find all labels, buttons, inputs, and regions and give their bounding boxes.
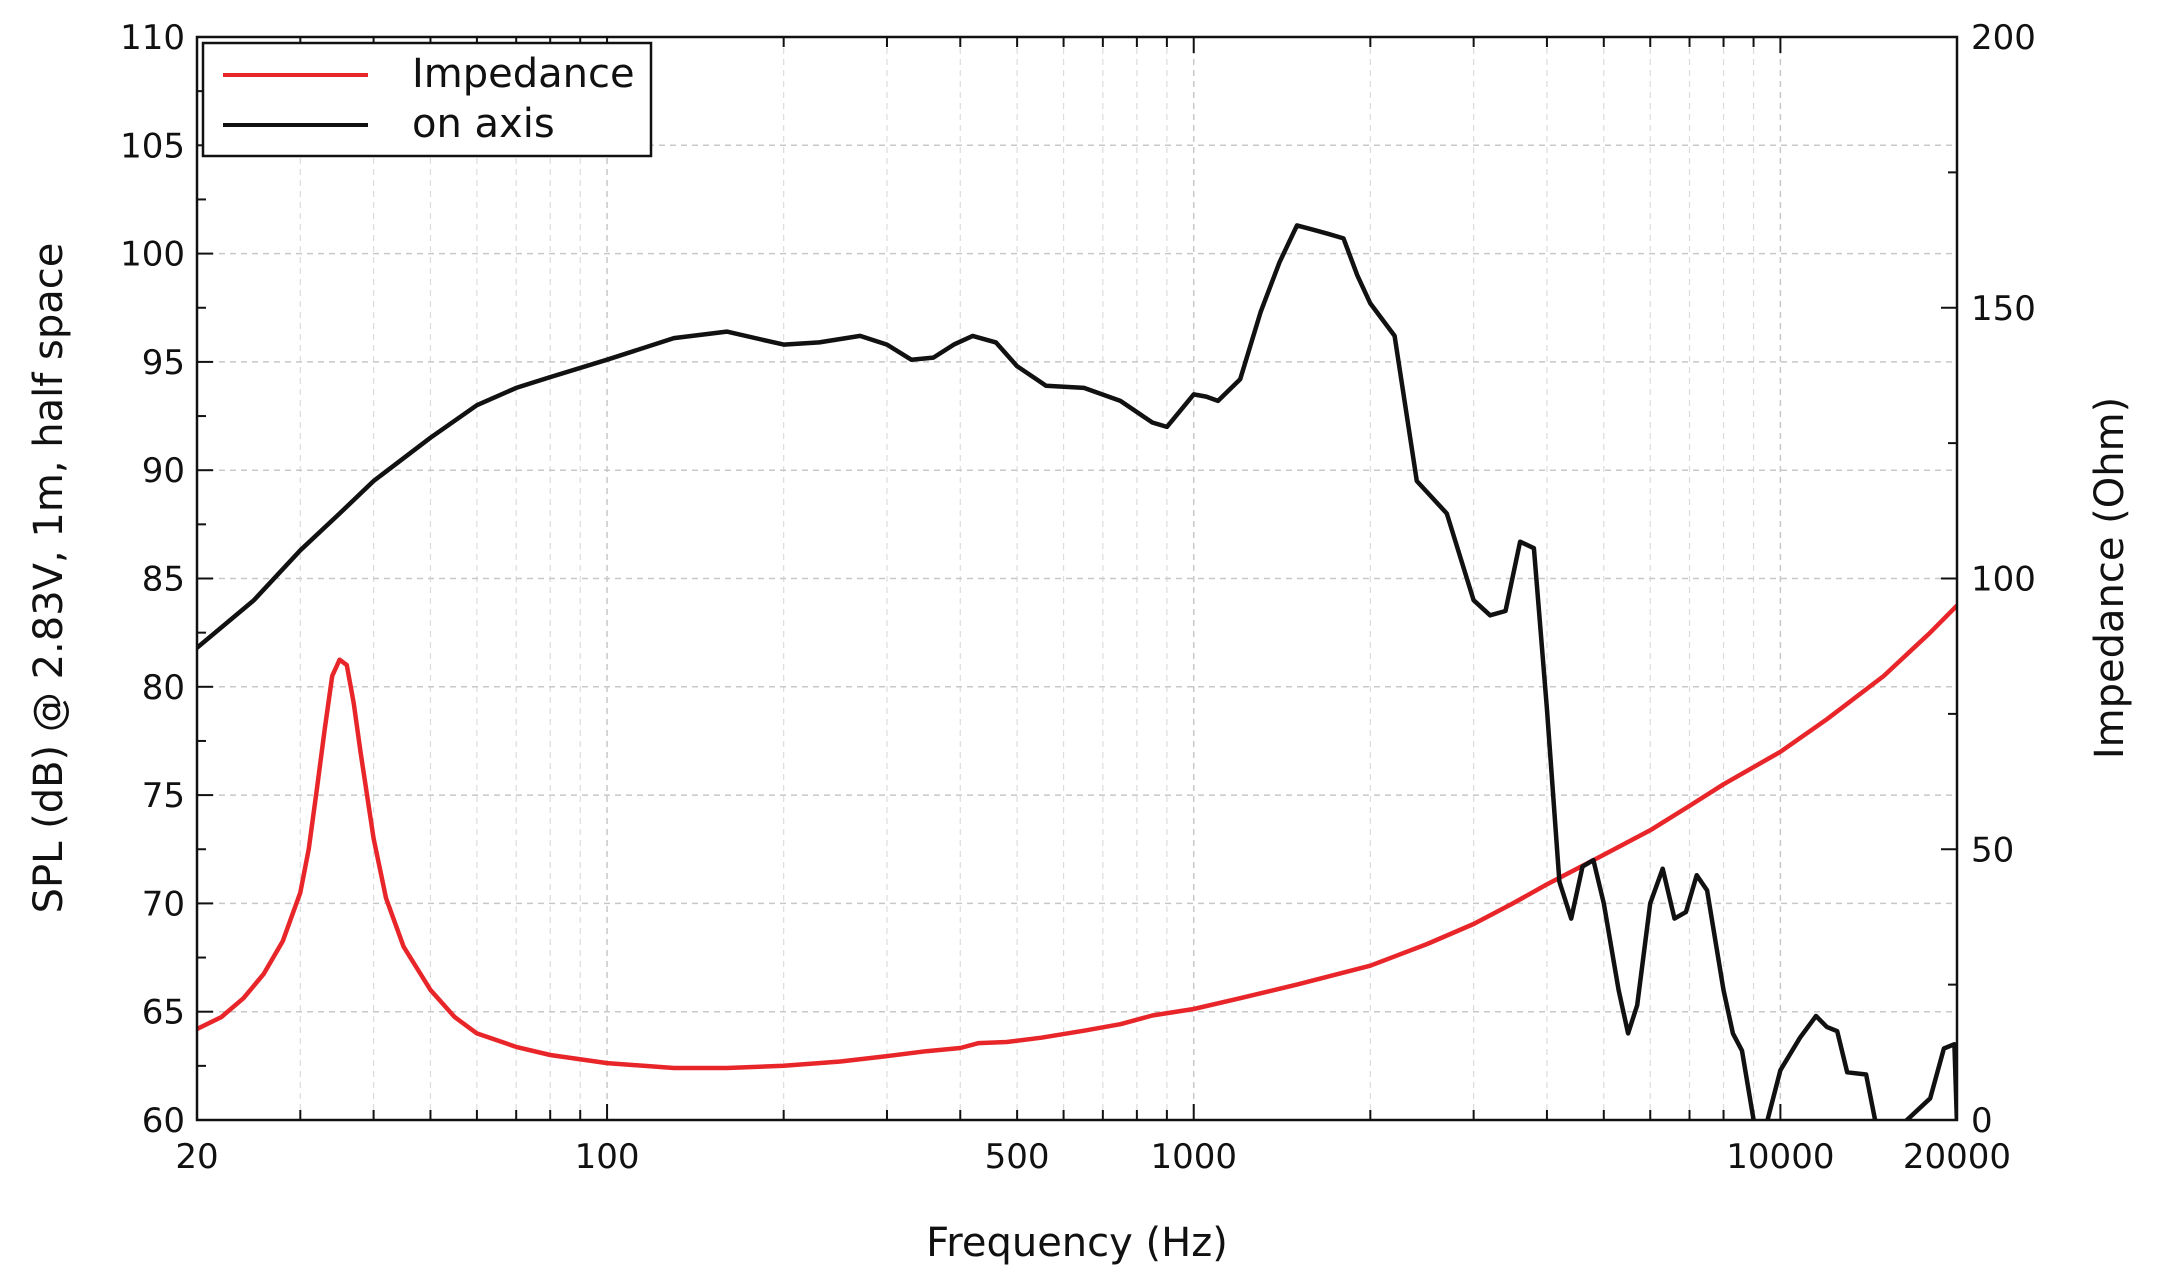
y2-tick-label: 200 xyxy=(1971,18,2036,58)
legend-label-impedance: Impedance xyxy=(412,51,635,97)
y2-tick-label: 0 xyxy=(1971,1101,1993,1141)
y-tick-label: 85 xyxy=(142,560,185,600)
y-tick-label: 95 xyxy=(142,343,185,383)
y-tick-label: 65 xyxy=(142,993,185,1033)
series-lines xyxy=(197,223,1957,1120)
legend: Impedance on axis xyxy=(201,41,653,158)
y-tick-label: 80 xyxy=(142,668,185,708)
legend-box xyxy=(201,41,653,158)
x-tick-label: 500 xyxy=(985,1137,1050,1177)
x-tick-label: 10000 xyxy=(1726,1137,1834,1177)
y-tick-label: 75 xyxy=(142,776,185,816)
x-tick-label: 20000 xyxy=(1903,1137,2011,1177)
y-tick-label: 60 xyxy=(142,1101,185,1141)
y-tick-label: 110 xyxy=(120,18,185,58)
y-axis-label: SPL (dB) @ 2.83V, 1m, half space xyxy=(26,243,72,914)
legend-label-on-axis: on axis xyxy=(412,101,555,147)
y2-tick-label: 100 xyxy=(1971,560,2036,600)
x-tick-label: 20 xyxy=(175,1137,218,1177)
x-tick-label: 100 xyxy=(575,1137,640,1177)
y2-tick-label: 50 xyxy=(1971,830,2014,870)
y-tick-label: 100 xyxy=(120,235,185,275)
series-line-impedance xyxy=(197,603,1957,1071)
y2-tick-label: 150 xyxy=(1971,289,2036,329)
y-tick-label: 70 xyxy=(142,884,185,924)
y-tick-label: 105 xyxy=(120,126,185,166)
x-axis-label: Frequency (Hz) xyxy=(926,1220,1228,1266)
grid xyxy=(197,37,1957,1120)
series-line-on-axis xyxy=(197,223,1957,1120)
y-tick-label: 90 xyxy=(142,451,185,491)
y2-axis-label: Impedance (Ohm) xyxy=(2087,397,2133,759)
x-tick-label: 1000 xyxy=(1150,1137,1237,1177)
axis-ticks: 60 65 70 75 80 85 90 95 100 105 110 0 50 100 150 200 20 1… xyxy=(120,18,2036,1177)
